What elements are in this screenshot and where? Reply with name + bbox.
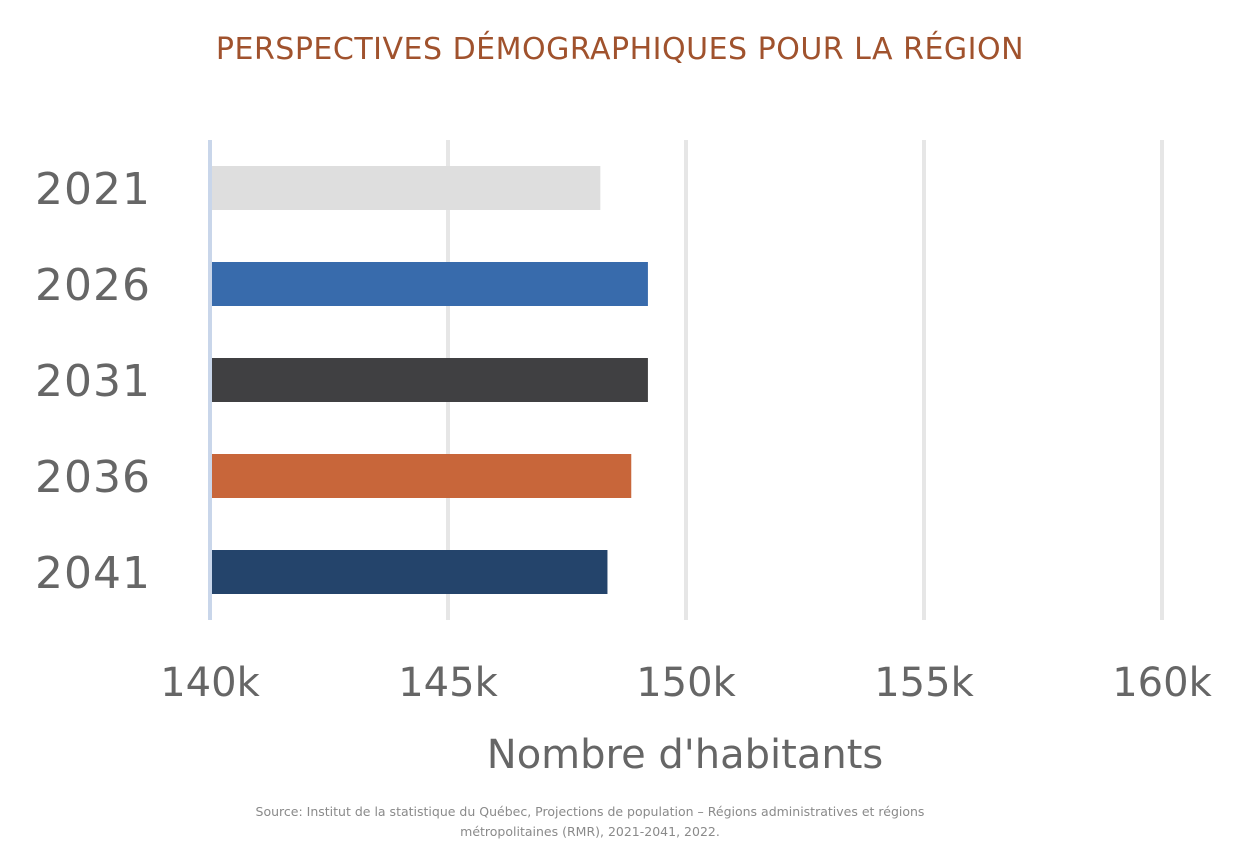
bar-2036 xyxy=(210,454,632,498)
x-tick-label-155k: 155k xyxy=(874,660,974,706)
x-tick-label-160k: 160k xyxy=(1112,660,1212,706)
y-category-label-2031: 2031 xyxy=(35,356,151,407)
x-tick-label-140k: 140k xyxy=(160,660,260,706)
bar-2021 xyxy=(210,166,601,210)
bar-2031 xyxy=(210,358,648,402)
labels: 140k 145k 150k 155k 160k 2021 2026 2031 2036 2041 xyxy=(35,164,1213,706)
x-tick-label-150k: 150k xyxy=(636,660,736,706)
x-tick-label-145k: 145k xyxy=(398,660,498,706)
bars xyxy=(210,166,648,594)
chart-title: PERSPECTIVES DÉMOGRAPHIQUES POUR LA RÉGI… xyxy=(215,32,1025,67)
source-note: Source: Institut de la statistique du Qu… xyxy=(255,804,925,839)
y-category-label-2036: 2036 xyxy=(35,452,151,503)
gridlines xyxy=(446,140,1164,620)
y-category-label-2041: 2041 xyxy=(35,548,151,599)
x-axis-title: Nombre d'habitants xyxy=(487,732,883,778)
bar-2041 xyxy=(210,550,608,594)
y-category-label-2021: 2021 xyxy=(35,164,151,215)
bar-chart: 140k 145k 150k 155k 160k 2021 2026 2031 2036 2041… xyxy=(35,140,1213,778)
bar-2026 xyxy=(210,262,648,306)
y-category-label-2026: 2026 xyxy=(35,260,151,311)
